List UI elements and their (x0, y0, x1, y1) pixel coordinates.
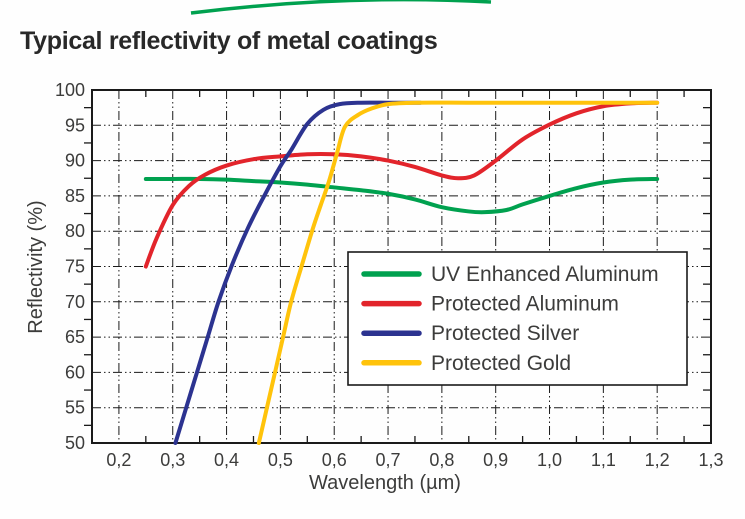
series-protected-gold (256, 100, 660, 445)
x-axis-title: Wavelength (µm) (309, 472, 461, 494)
x-tick-label: 1,2 (645, 450, 670, 470)
y-tick-label: 85 (65, 186, 85, 206)
x-tick-label: 0,7 (376, 450, 401, 470)
x-tick-label: 0,8 (429, 450, 454, 470)
x-tick-label: 0,5 (268, 450, 293, 470)
y-tick-label: 75 (65, 257, 85, 277)
x-tick-label: 0,6 (322, 450, 347, 470)
legend-label: UV Enhanced Aluminum (431, 263, 659, 286)
y-tick-label: 70 (65, 292, 85, 312)
x-tick-label: 0,2 (106, 450, 131, 470)
legend-label: Protected Gold (431, 352, 571, 375)
plot-border (91, 89, 712, 444)
x-tick-label: 0,4 (214, 450, 239, 470)
legend-label: Protected Silver (431, 322, 579, 345)
x-tick-label: 1,0 (537, 450, 562, 470)
x-tick-label: 1,1 (591, 450, 616, 470)
legend-label: Protected Aluminum (431, 293, 619, 316)
y-tick-label: 50 (65, 433, 85, 453)
y-tick-label: 95 (65, 115, 85, 135)
x-tick-label: 0,3 (160, 450, 185, 470)
y-tick-label: 65 (65, 327, 85, 347)
y-tick-label: 80 (65, 221, 85, 241)
series-protected-aluminum (143, 100, 660, 269)
y-tick-label: 90 (65, 151, 85, 171)
x-tick-label: 0,9 (483, 450, 508, 470)
x-tick-label: 1,3 (698, 450, 723, 470)
series-protected-silver (173, 100, 423, 445)
y-tick-label: 60 (65, 362, 85, 382)
y-tick-label: 55 (65, 398, 85, 418)
chart-title: Typical reflectivity of metal coatings (20, 27, 438, 55)
y-tick-label: 100 (55, 80, 85, 100)
y-axis-title: Reflectivity (%) (25, 200, 47, 334)
series-uv-enhanced-aluminum (143, 176, 660, 215)
decorative-green-arc (190, 0, 492, 15)
